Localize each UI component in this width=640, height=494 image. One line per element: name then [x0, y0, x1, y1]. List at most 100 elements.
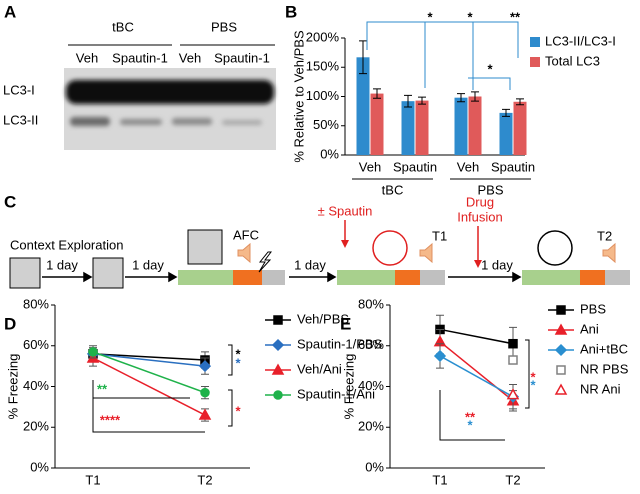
marker [198, 408, 212, 420]
y-tick-label: 40% [358, 378, 384, 393]
y-tick-label: 50% [313, 117, 339, 132]
y-tick-label: 80% [23, 296, 49, 311]
y-tick-label: 60% [23, 337, 49, 352]
bar [415, 100, 429, 155]
legend-label: Veh/PBS [297, 311, 349, 326]
marker [200, 387, 210, 398]
error-bar [373, 88, 381, 99]
legend-label: NR PBS [580, 361, 629, 376]
marker [508, 338, 518, 349]
significance-bracket [366, 21, 519, 58]
significance: * [467, 417, 473, 432]
arrow [474, 260, 482, 268]
y-tick-label: 150% [306, 59, 340, 74]
protocol-text: Drug [466, 194, 494, 209]
significance: * [467, 9, 473, 24]
speaker-icons [237, 242, 616, 264]
error-bar [457, 93, 465, 103]
legend-label: Total LC3 [545, 53, 600, 68]
significance: * [235, 346, 241, 361]
y-tick-label: 20% [23, 419, 49, 434]
bar [370, 93, 384, 155]
legend-label: Ani+tBC [580, 341, 628, 356]
group-label: tBC [112, 19, 134, 34]
protocol-text: Infusion [457, 209, 503, 224]
marker [554, 343, 568, 357]
day-label: 1 day [294, 257, 326, 272]
bar [401, 101, 415, 155]
protocol-text: AFC [233, 227, 259, 242]
significance: * [235, 403, 241, 418]
x-tick-label: T2 [197, 472, 212, 487]
context-box [9, 257, 41, 289]
error-bar [502, 108, 510, 117]
timeline [178, 270, 630, 285]
error-bar [418, 96, 426, 105]
marker [273, 390, 283, 400]
significance: * [235, 355, 241, 370]
x-tick-label: T1 [85, 472, 100, 487]
band-label: LC3-I [3, 82, 35, 97]
legend-label: Ani [580, 321, 599, 336]
x-tick-label: T1 [432, 472, 447, 487]
significance-bracket [525, 339, 530, 409]
significance: * [487, 61, 493, 76]
marker [554, 383, 568, 395]
band-label: LC3-II [3, 112, 38, 127]
shock-icon [258, 251, 272, 273]
context-circle [537, 230, 573, 266]
significance: **** [100, 412, 121, 427]
legend-label: PBS [580, 301, 606, 316]
protocol-text: T1 [432, 228, 447, 243]
y-tick-label: 0% [365, 459, 384, 474]
marker [556, 365, 566, 375]
y-tick-label: 0% [30, 459, 49, 474]
error-bar [404, 94, 412, 108]
y-tick-label: 60% [358, 337, 384, 352]
day-label: 1 day [132, 257, 164, 272]
group-label: tBC [382, 182, 404, 197]
legend-label: Spautin-1/Ani [297, 386, 375, 401]
y-tick-label: 40% [23, 378, 49, 393]
context-circle [372, 230, 408, 266]
lane-label: Spautin-1 [112, 50, 168, 65]
protocol-text: Context Exploration [10, 237, 123, 252]
marker [88, 347, 98, 357]
panel-label: E [340, 314, 351, 333]
arrows [42, 271, 522, 283]
day-label: 1 day [481, 257, 513, 272]
lane-label: Veh [179, 50, 201, 65]
group-label: PBS [211, 19, 237, 34]
marker [271, 363, 285, 375]
series-line [439, 341, 514, 402]
series-line [92, 353, 206, 367]
significance-bracket [92, 398, 205, 433]
legend-swatch [530, 57, 540, 67]
panel-label: C [4, 192, 16, 211]
marker [273, 315, 283, 325]
panel-label: B [285, 2, 297, 21]
lane-label: Veh [76, 50, 98, 65]
marker [433, 349, 447, 362]
significance: ** [510, 9, 521, 24]
significance-bracket [228, 389, 233, 427]
x-tick-label: T2 [505, 472, 520, 487]
lane-label: Spautin-1 [214, 50, 270, 65]
marker [198, 360, 212, 373]
y-tick-label: 200% [306, 29, 340, 44]
protocol-text: T2 [597, 228, 612, 243]
y-tick-label: 80% [358, 296, 384, 311]
y-axis-label: % Relative to Veh/PBS [291, 30, 306, 163]
arrow [341, 240, 349, 248]
y-tick-label: 20% [358, 419, 384, 434]
significance: ** [97, 381, 108, 396]
legend-label: NR Ani [580, 381, 621, 396]
y-axis-label: % Freezing [341, 354, 356, 420]
marker [506, 388, 520, 400]
y-axis-label: % Freezing [5, 354, 20, 420]
marker [554, 323, 568, 335]
protocol-text: ± Spautin [318, 203, 373, 218]
significance: * [427, 9, 433, 24]
series-line [439, 328, 514, 345]
